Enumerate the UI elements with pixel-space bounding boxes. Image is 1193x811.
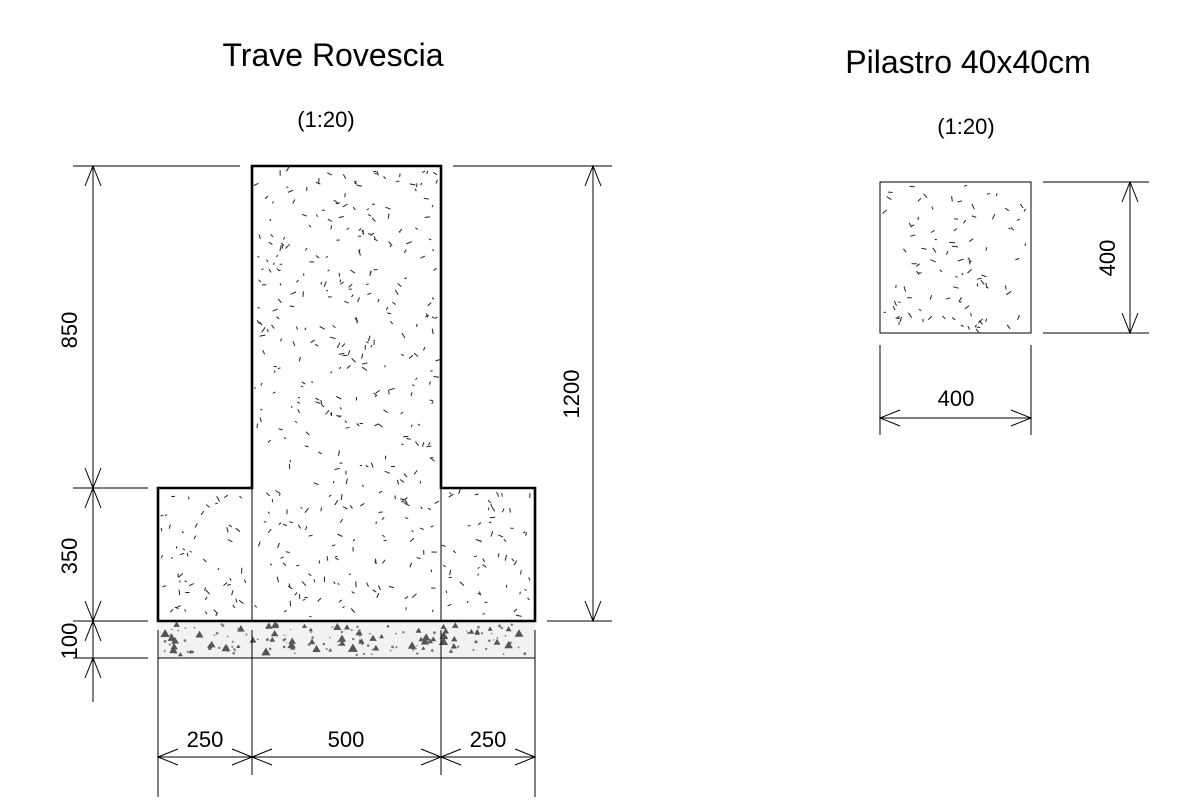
dim-upper-height: 850 (57, 312, 82, 349)
dim-left-width: 250 (187, 727, 224, 752)
inverted-beam-outline (156, 164, 537, 623)
beam-concrete-hatch (160, 166, 531, 618)
beam-scale: (1:20) (297, 107, 354, 132)
dim-lean-height: 100 (57, 623, 82, 660)
pillar-concrete-hatch (882, 184, 1027, 333)
pillar-title: Pilastro 40x40cm (845, 44, 1090, 80)
pillar-scale: (1:20) (937, 114, 994, 139)
pillar-outline (879, 181, 1032, 334)
dim-lower-height: 350 (57, 538, 82, 575)
pillar-height-dim: 400 (1095, 240, 1120, 277)
beam-bottom-dimensions (156, 630, 537, 797)
pillar-width-dim: 400 (938, 386, 975, 411)
beam-title: Trave Rovescia (222, 37, 443, 73)
pillar-right-dimension (1043, 180, 1149, 335)
pillar-bottom-dimension (878, 345, 1033, 435)
beam-total-dimension (453, 164, 612, 623)
dim-center-width: 500 (328, 727, 365, 752)
dim-right-width: 250 (470, 727, 507, 752)
lean-concrete-layer (158, 621, 535, 659)
dim-total-height: 1200 (559, 370, 584, 419)
beam-left-dimensions (73, 164, 240, 702)
